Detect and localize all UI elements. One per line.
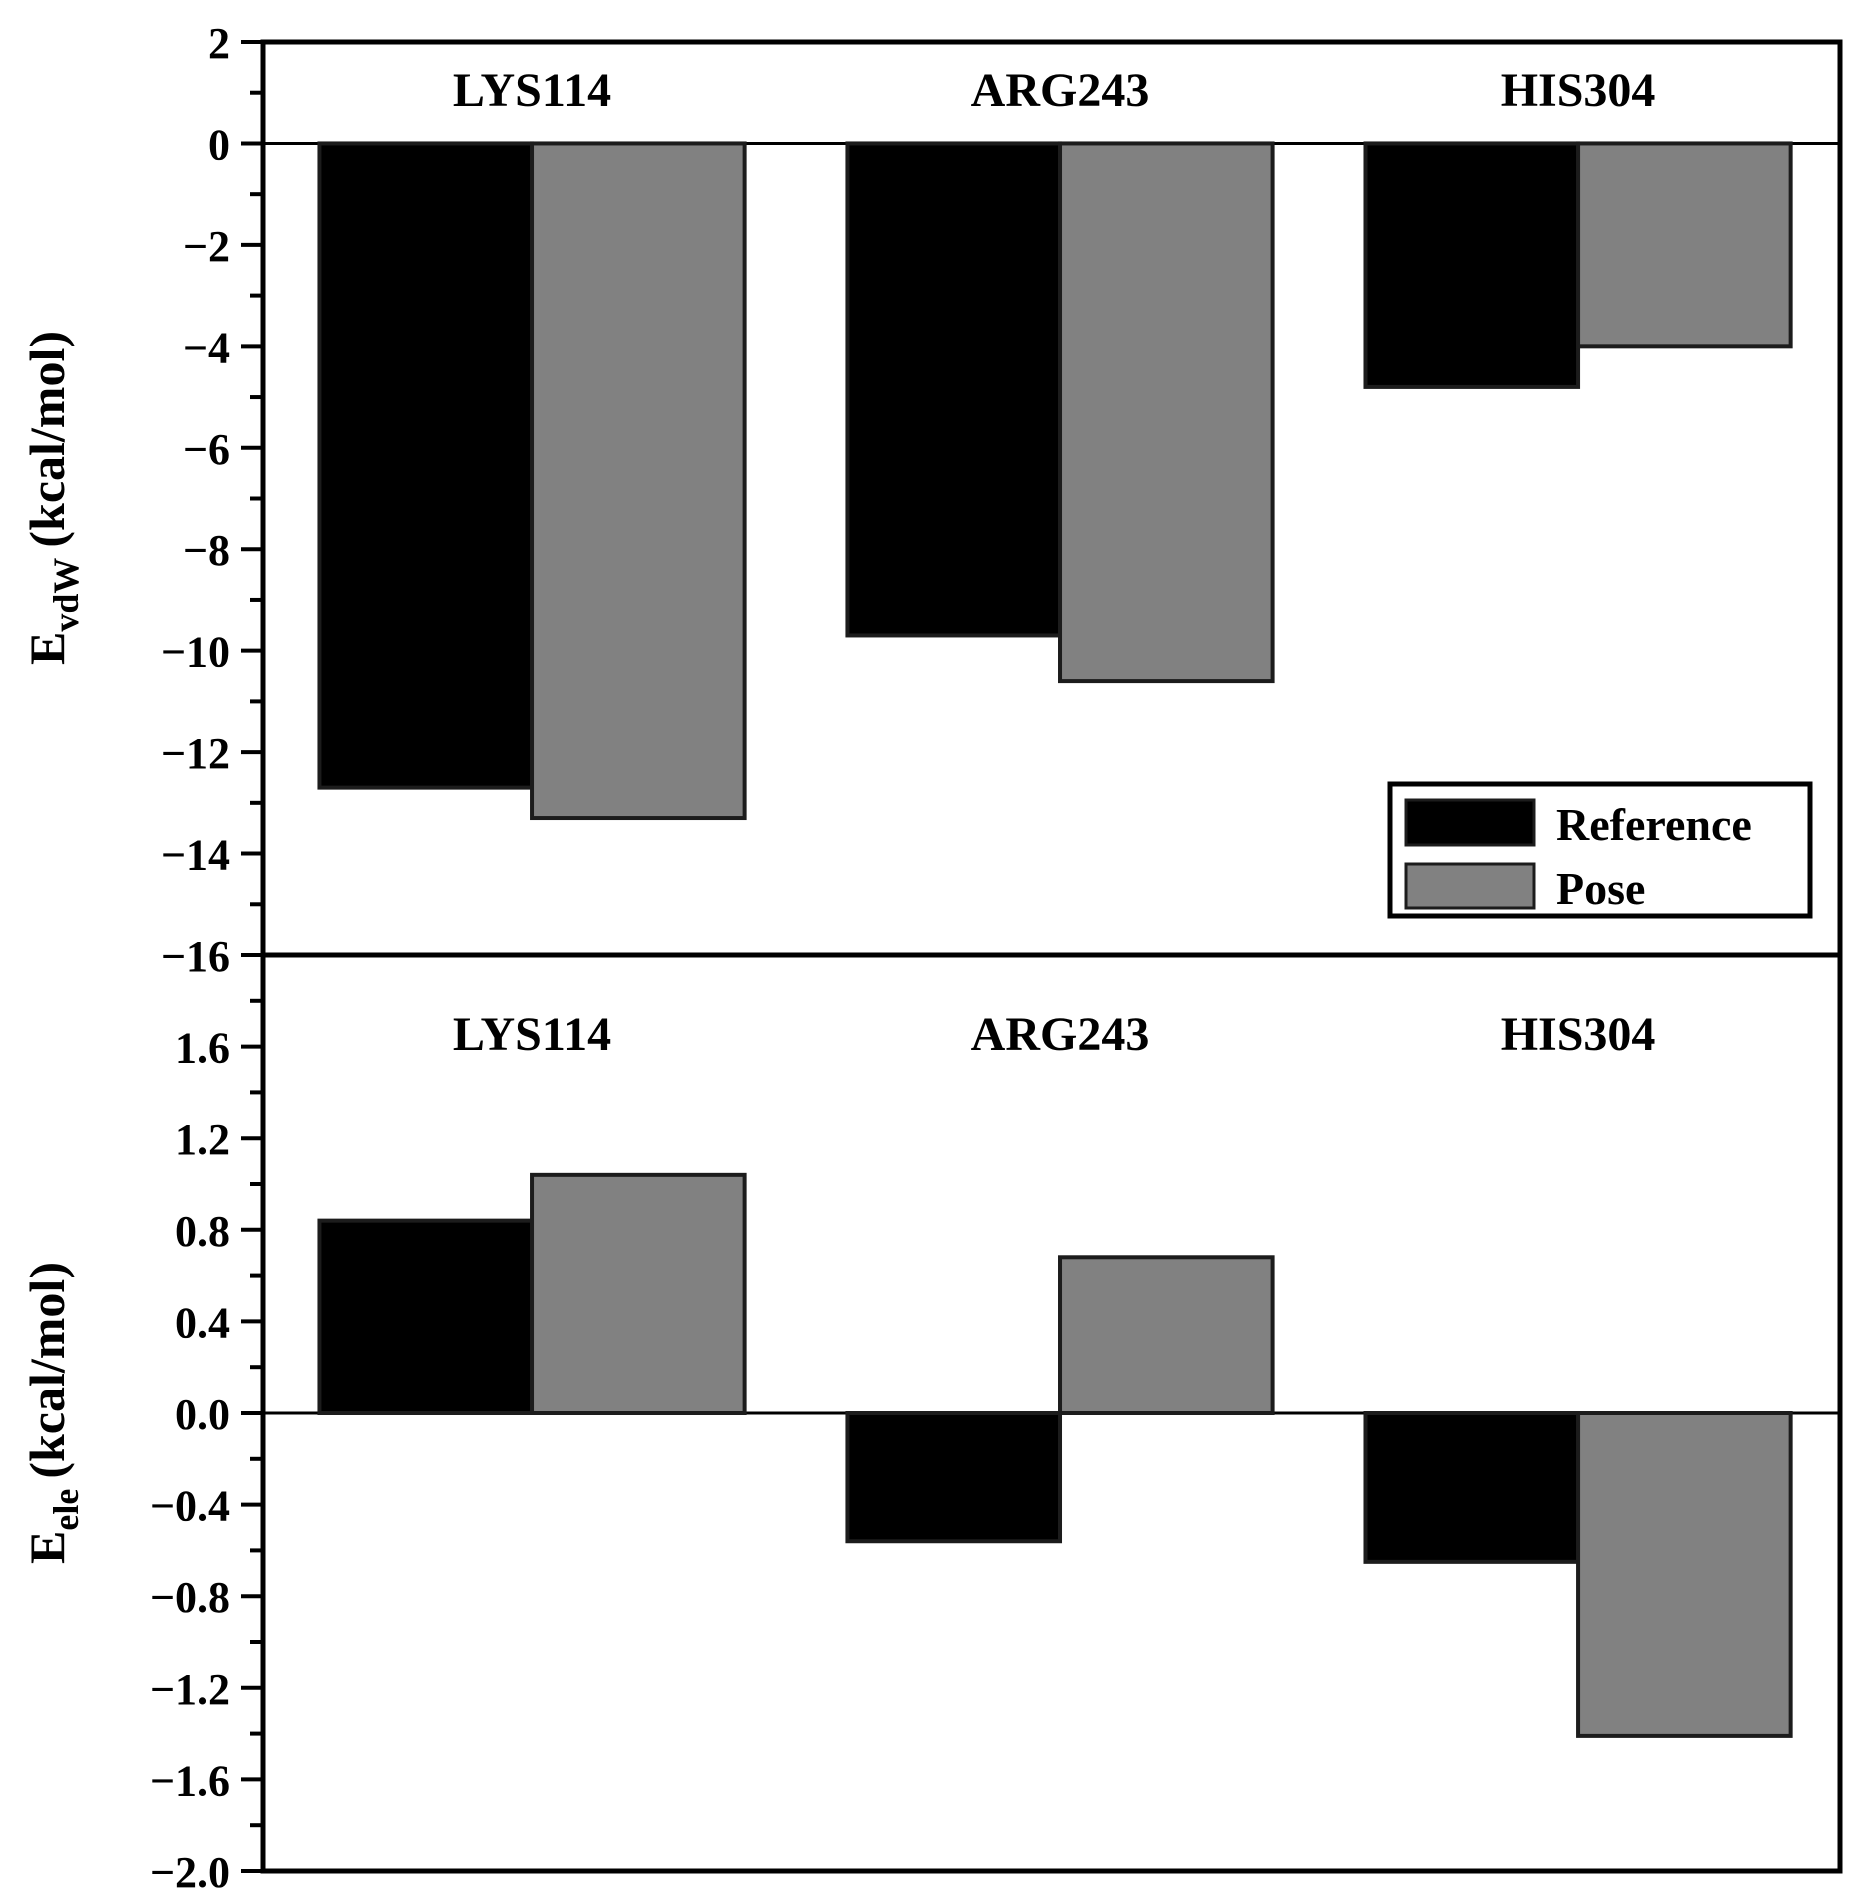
y-axis-title-bottom: Eele (kcal/mol) — [19, 1262, 86, 1564]
group-label-arg243: ARG243 — [971, 1008, 1150, 1061]
y-tick-label: 0.4 — [175, 1298, 230, 1347]
y-axis-title-bottom-subscript: ele — [46, 1489, 86, 1531]
y-tick-label: −4 — [183, 323, 230, 372]
y-tick-label: −14 — [161, 831, 230, 880]
y-axis-title-top-subscript: vdW — [46, 558, 86, 632]
group-label-lys114: LYS114 — [453, 1008, 611, 1061]
legend-label-reference: Reference — [1556, 799, 1752, 850]
bar-reference-his304 — [1363, 1411, 1581, 1564]
y-axis-title-bottom-main: E — [19, 1531, 75, 1564]
group-label-arg243: ARG243 — [971, 64, 1150, 117]
y-axis-title-bottom-units: (kcal/mol) — [19, 1262, 75, 1479]
y-tick-label: 1.2 — [175, 1115, 230, 1164]
group-label-his304: HIS304 — [1501, 64, 1656, 117]
y-tick-label: −16 — [161, 932, 230, 981]
bar-pose-arg243 — [1058, 141, 1275, 684]
legend-swatch-reference — [1404, 798, 1536, 847]
y-tick-label: −1.6 — [150, 1756, 230, 1805]
bar-pose-lys114 — [530, 141, 747, 821]
y-tick-label: −6 — [183, 425, 230, 474]
bar-pose-his304 — [1576, 141, 1793, 349]
bar-reference-lys114 — [317, 141, 535, 790]
legend-label-pose: Pose — [1556, 863, 1645, 914]
bar-reference-arg243 — [845, 1411, 1063, 1544]
bar-reference-his304 — [1363, 141, 1581, 389]
group-label-lys114: LYS114 — [453, 64, 611, 117]
y-tick-label: −0.8 — [150, 1573, 230, 1622]
y-tick-label: 0 — [208, 120, 230, 169]
legend-swatch-pose — [1404, 862, 1536, 910]
bar-reference-arg243 — [845, 141, 1063, 638]
y-tick-label: 1.6 — [175, 1024, 230, 1073]
y-tick-label: 0.0 — [175, 1390, 230, 1439]
bar-pose-his304 — [1576, 1411, 1793, 1738]
y-tick-label: −10 — [161, 628, 230, 677]
bar-reference-lys114 — [317, 1218, 535, 1416]
y-tick-label: 0.8 — [175, 1207, 230, 1256]
y-axis-title-top-main: E — [19, 632, 75, 665]
bar-pose-lys114 — [530, 1172, 747, 1415]
legend: Reference Pose — [1387, 781, 1813, 919]
y-tick-label: 2 — [208, 19, 230, 68]
y-axis-title-top: EvdW (kcal/mol) — [19, 331, 86, 665]
y-tick-label: −12 — [161, 729, 230, 778]
group-label-his304: HIS304 — [1501, 1008, 1656, 1061]
y-tick-label: −0.4 — [150, 1482, 230, 1531]
y-tick-label: −8 — [183, 526, 230, 575]
y-tick-label: −1.2 — [150, 1665, 230, 1714]
bar-pose-arg243 — [1058, 1255, 1275, 1416]
y-tick-label: −2 — [183, 222, 230, 271]
y-axis-title-top-units: (kcal/mol) — [19, 331, 75, 548]
y-tick-label: −2.0 — [150, 1848, 230, 1897]
